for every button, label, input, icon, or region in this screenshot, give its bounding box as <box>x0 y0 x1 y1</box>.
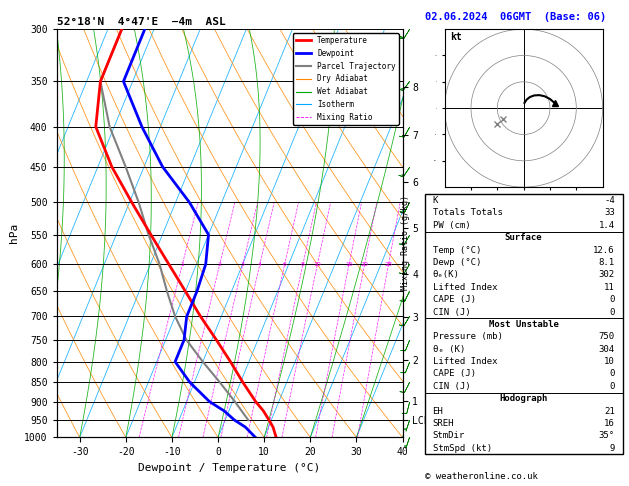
Text: K: K <box>433 196 438 205</box>
Text: 0: 0 <box>610 382 615 391</box>
Text: 11: 11 <box>604 283 615 292</box>
Text: 0: 0 <box>610 295 615 304</box>
Text: 16: 16 <box>345 261 353 267</box>
Text: 302: 302 <box>599 270 615 279</box>
Text: 16: 16 <box>604 419 615 428</box>
Text: CIN (J): CIN (J) <box>433 382 470 391</box>
Text: 0: 0 <box>610 369 615 379</box>
Text: 6: 6 <box>283 261 287 267</box>
Text: 35°: 35° <box>599 432 615 440</box>
Text: 4: 4 <box>258 261 262 267</box>
Text: Lifted Index: Lifted Index <box>433 357 497 366</box>
Text: 10: 10 <box>314 261 321 267</box>
Y-axis label: hPa: hPa <box>9 223 18 243</box>
Text: 0: 0 <box>610 308 615 316</box>
Text: StmSpd (kt): StmSpd (kt) <box>433 444 492 453</box>
Text: 304: 304 <box>599 345 615 354</box>
Text: 1.4: 1.4 <box>599 221 615 230</box>
Text: 20: 20 <box>360 261 369 267</box>
Text: 10: 10 <box>604 357 615 366</box>
Text: 2: 2 <box>218 261 222 267</box>
Text: 750: 750 <box>599 332 615 341</box>
Text: -4: -4 <box>604 196 615 205</box>
Text: 21: 21 <box>604 407 615 416</box>
Text: Pressure (mb): Pressure (mb) <box>433 332 503 341</box>
Text: CAPE (J): CAPE (J) <box>433 369 476 379</box>
Text: Lifted Index: Lifted Index <box>433 283 497 292</box>
Text: kt: kt <box>450 32 462 42</box>
Text: 9: 9 <box>610 444 615 453</box>
Text: Mixing Ratio (g/kg): Mixing Ratio (g/kg) <box>401 195 410 291</box>
Text: 33: 33 <box>604 208 615 217</box>
Text: 28: 28 <box>384 261 392 267</box>
Text: 52°18'N  4°47'E  −4m  ASL: 52°18'N 4°47'E −4m ASL <box>57 17 225 27</box>
Text: SREH: SREH <box>433 419 454 428</box>
Text: Temp (°C): Temp (°C) <box>433 245 481 255</box>
Text: PW (cm): PW (cm) <box>433 221 470 230</box>
FancyBboxPatch shape <box>425 194 623 454</box>
Text: 02.06.2024  06GMT  (Base: 06): 02.06.2024 06GMT (Base: 06) <box>425 12 606 22</box>
Text: CAPE (J): CAPE (J) <box>433 295 476 304</box>
Text: 3: 3 <box>241 261 245 267</box>
Text: EH: EH <box>433 407 443 416</box>
Text: 12.6: 12.6 <box>593 245 615 255</box>
Text: 1: 1 <box>181 261 184 267</box>
X-axis label: Dewpoint / Temperature (°C): Dewpoint / Temperature (°C) <box>138 463 321 473</box>
Text: θₑ(K): θₑ(K) <box>433 270 459 279</box>
Text: Totals Totals: Totals Totals <box>433 208 503 217</box>
Text: 8: 8 <box>301 261 305 267</box>
Text: 8.1: 8.1 <box>599 258 615 267</box>
Text: CIN (J): CIN (J) <box>433 308 470 316</box>
Text: Surface: Surface <box>505 233 542 242</box>
Text: Dewp (°C): Dewp (°C) <box>433 258 481 267</box>
Text: Most Unstable: Most Unstable <box>489 320 559 329</box>
Y-axis label: km
ASL: km ASL <box>442 233 460 255</box>
Text: Hodograph: Hodograph <box>499 394 548 403</box>
Text: StmDir: StmDir <box>433 432 465 440</box>
Text: θₑ (K): θₑ (K) <box>433 345 465 354</box>
Legend: Temperature, Dewpoint, Parcel Trajectory, Dry Adiabat, Wet Adiabat, Isotherm, Mi: Temperature, Dewpoint, Parcel Trajectory… <box>292 33 399 125</box>
Text: © weatheronline.co.uk: © weatheronline.co.uk <box>425 472 537 481</box>
